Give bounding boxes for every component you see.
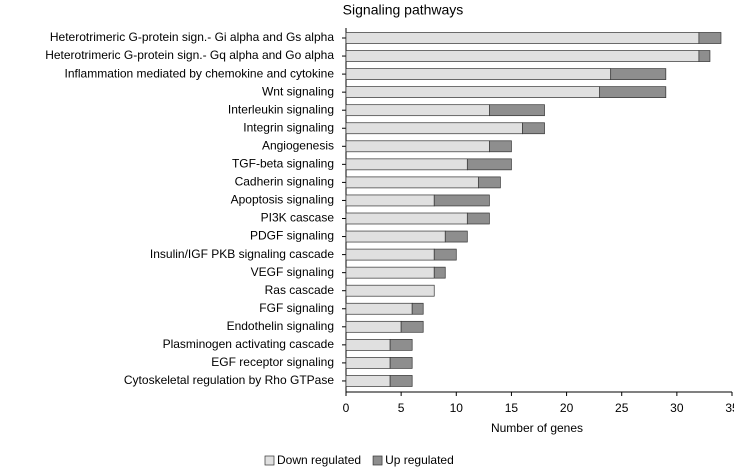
bar-segment <box>345 176 479 189</box>
x-tick-label: 5 <box>398 401 405 415</box>
x-tick-label: 10 <box>450 401 464 415</box>
y-tick-label: Cytoskeletal regulation by Rho GTPase <box>124 373 334 387</box>
bar-segment <box>389 357 413 369</box>
bar-segment <box>345 212 468 225</box>
bar-segment <box>345 248 435 261</box>
y-tick-label: TGF-beta signaling <box>232 157 334 171</box>
y-tick-label: Wnt signaling <box>262 84 334 98</box>
bar-segment <box>433 194 490 207</box>
y-tick-label: Cadherin signaling <box>235 175 334 189</box>
bar-segment <box>433 266 446 279</box>
bar-segment <box>599 86 667 99</box>
x-tick-label: 20 <box>560 401 574 415</box>
x-tick-label: 0 <box>343 401 350 415</box>
y-tick-label: Ras cascade <box>265 283 335 297</box>
y-tick-label: Angiogenesis <box>262 138 334 152</box>
y-tick-label: Plasminogen activating cascade <box>163 337 335 351</box>
y-tick-label: Inflammation mediated by chemokine and c… <box>65 66 335 80</box>
y-tick-label: Integrin signaling <box>243 120 334 134</box>
bar-segment <box>345 375 391 387</box>
y-tick-label: PI3K cascase <box>261 211 335 225</box>
bar-segment <box>345 194 435 207</box>
bar-segment <box>522 122 545 135</box>
x-tick-label: 35 <box>725 401 734 415</box>
bar-segment <box>610 68 667 80</box>
y-tick-label: PDGF signaling <box>250 229 334 243</box>
bar-segment <box>345 302 413 315</box>
x-tick-label: 30 <box>670 401 684 415</box>
bar-segment <box>345 339 391 351</box>
x-axis-label: Number of genes <box>491 421 583 435</box>
y-tick-label: FGF signaling <box>259 301 334 315</box>
bar-segment <box>345 86 601 99</box>
y-tick-label: Heterotrimeric G-protein sign.- Gi alpha… <box>50 30 334 44</box>
bar-segment <box>698 32 722 44</box>
bar-segment <box>345 50 700 62</box>
bar-segment <box>444 230 468 243</box>
y-tick-label: Endothelin signaling <box>227 319 334 333</box>
legend-swatch <box>372 455 383 466</box>
y-tick-label: EGF receptor signaling <box>211 355 334 369</box>
bar-segment <box>466 158 512 171</box>
bar-segment <box>345 266 435 279</box>
bar-segment <box>489 140 512 153</box>
bar-segment <box>389 339 413 351</box>
legend-swatch <box>264 455 275 466</box>
bar-segment <box>345 140 490 153</box>
y-tick-label: Insulin/IGF PKB signaling cascade <box>150 247 334 261</box>
bar-segment <box>345 230 446 243</box>
legend-label: Up regulated <box>385 453 454 467</box>
bar-segment <box>345 32 700 44</box>
bar-segment <box>477 176 501 189</box>
bar-segment <box>345 68 612 80</box>
legend-label: Down regulated <box>277 453 361 467</box>
bar-segment <box>345 284 435 297</box>
y-tick-label: Interleukin signaling <box>228 102 334 116</box>
bar-segment <box>389 375 413 387</box>
x-tick-label: 15 <box>505 401 519 415</box>
bar-segment <box>698 50 711 62</box>
bar-segment <box>345 357 391 369</box>
y-tick-label: Apoptosis signaling <box>231 193 334 207</box>
chart-title: Signaling pathways <box>343 2 464 18</box>
bar-segment <box>345 122 523 135</box>
bar-segment <box>466 212 490 225</box>
bar-segment <box>345 104 490 117</box>
bar-segment <box>400 320 424 333</box>
bar-segment <box>433 248 457 261</box>
bar-segment <box>489 104 545 117</box>
bar-segment <box>345 158 468 171</box>
bar-segment <box>345 320 402 333</box>
y-tick-label: Heterotrimeric G-protein sign.- Gq alpha… <box>45 48 334 62</box>
y-tick-label: VEGF signaling <box>251 265 334 279</box>
bar-segment <box>411 302 424 315</box>
x-tick-label: 25 <box>615 401 629 415</box>
